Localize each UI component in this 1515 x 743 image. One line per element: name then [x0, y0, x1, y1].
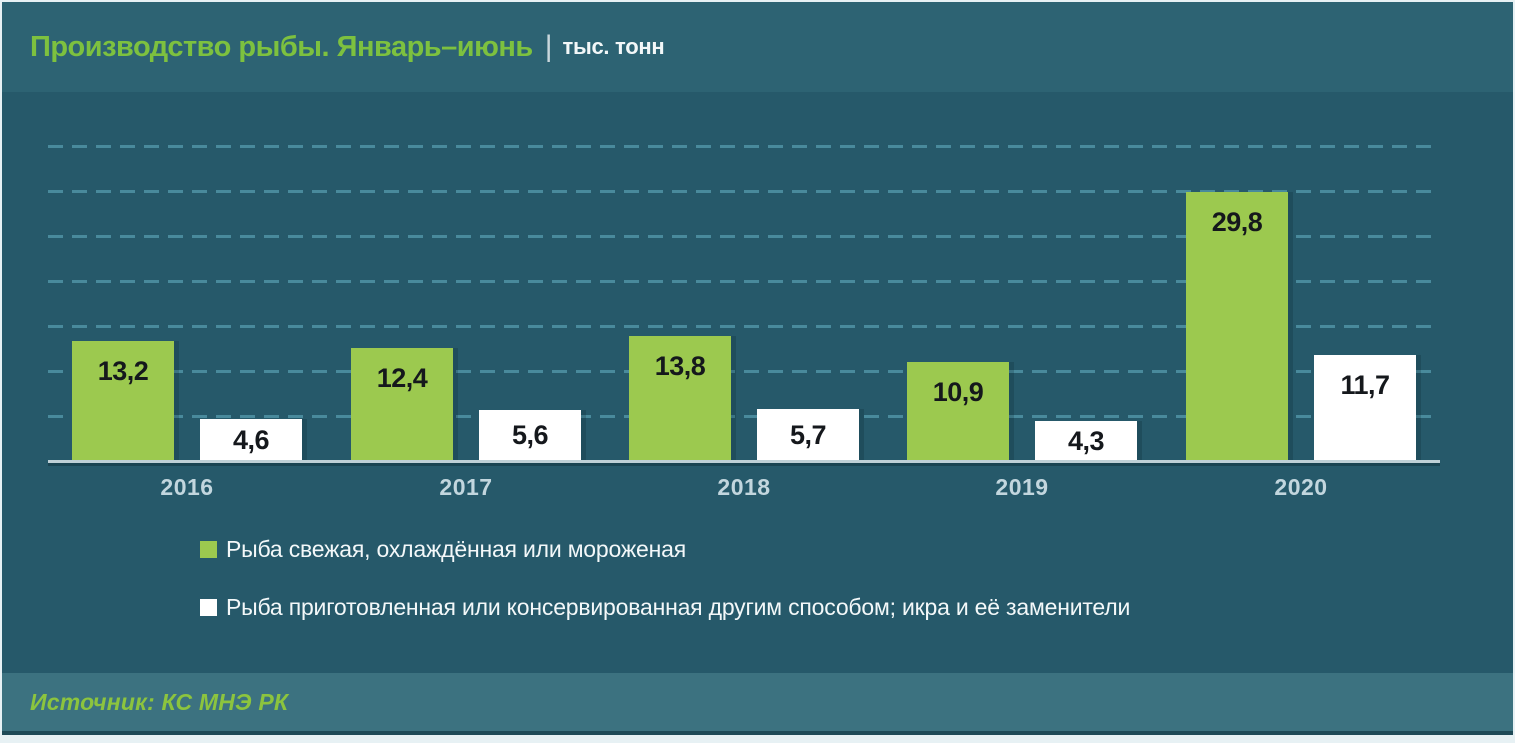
bar-white-2018: 5,7 — [757, 409, 859, 460]
chart-header: Производство рыбы. Январь–июнь | тыс. то… — [2, 2, 1513, 92]
bottom-divider — [2, 731, 1513, 735]
x-axis-label-2020: 2020 — [1274, 474, 1328, 500]
chart-unit-label: тыс. тонн — [562, 34, 665, 59]
bar-white-2017: 5,6 — [479, 410, 581, 460]
chart-title: Производство рыбы. Январь–июнь — [30, 30, 533, 63]
bar-green-2018: 13,8 — [629, 336, 731, 460]
gridline-25 — [48, 235, 1440, 238]
legend-swatch-white-icon — [200, 599, 217, 616]
legend-swatch-green-icon — [200, 541, 217, 558]
bar-white-2016: 4,6 — [200, 419, 302, 460]
x-axis-label-2018: 2018 — [717, 474, 771, 500]
bar-value-label: 4,3 — [1067, 425, 1105, 456]
gridline-30 — [48, 190, 1440, 193]
bar-white-2019: 4,3 — [1035, 421, 1137, 460]
bar-value-label: 13,8 — [654, 351, 706, 381]
bar-value-label: 13,2 — [97, 356, 149, 386]
bar-value-label: 5,6 — [511, 420, 549, 450]
gridline-15 — [48, 325, 1440, 328]
bar-green-2019: 10,9 — [907, 362, 1009, 460]
bar-green-2020: 29,8 — [1186, 192, 1288, 460]
legend-label: Рыба свежая, охлаждённая или мороженая — [226, 536, 686, 562]
bar-value-label: 4,6 — [232, 424, 270, 455]
bar-value-label: 5,7 — [789, 419, 827, 450]
title-separator: | — [544, 30, 553, 63]
x-axis-label-2017: 2017 — [439, 474, 493, 500]
x-axis-line — [48, 460, 1440, 463]
source-text: Источник: КС МНЭ РК — [30, 688, 289, 715]
gridline-20 — [48, 280, 1440, 283]
gridline-35 — [48, 145, 1440, 148]
bar-white-2020: 11,7 — [1314, 355, 1416, 460]
bar-green-2017: 12,4 — [351, 348, 453, 460]
bar-value-label: 10,9 — [932, 377, 984, 407]
bar-value-label: 29,8 — [1211, 207, 1263, 237]
bar-green-2016: 13,2 — [72, 341, 174, 460]
legend-item-prepared-fish: Рыба приготовленная или консервированная… — [200, 594, 1130, 621]
gridline-10 — [48, 370, 1440, 373]
gridline-5 — [48, 415, 1440, 418]
x-axis-label-2019: 2019 — [995, 474, 1049, 500]
x-axis-label-2016: 2016 — [160, 474, 214, 500]
bar-value-label: 11,7 — [1340, 370, 1390, 400]
bar-value-label: 12,4 — [376, 363, 428, 393]
legend-label: Рыба приготовленная или консервированная… — [226, 594, 1131, 620]
legend: Рыба свежая, охлаждённая или мороженая Р… — [200, 536, 1130, 652]
bottom-edge — [2, 735, 1513, 741]
legend-item-fresh-fish: Рыба свежая, охлаждённая или мороженая — [200, 536, 1130, 563]
source-bar: Источник: КС МНЭ РК — [2, 673, 1513, 731]
